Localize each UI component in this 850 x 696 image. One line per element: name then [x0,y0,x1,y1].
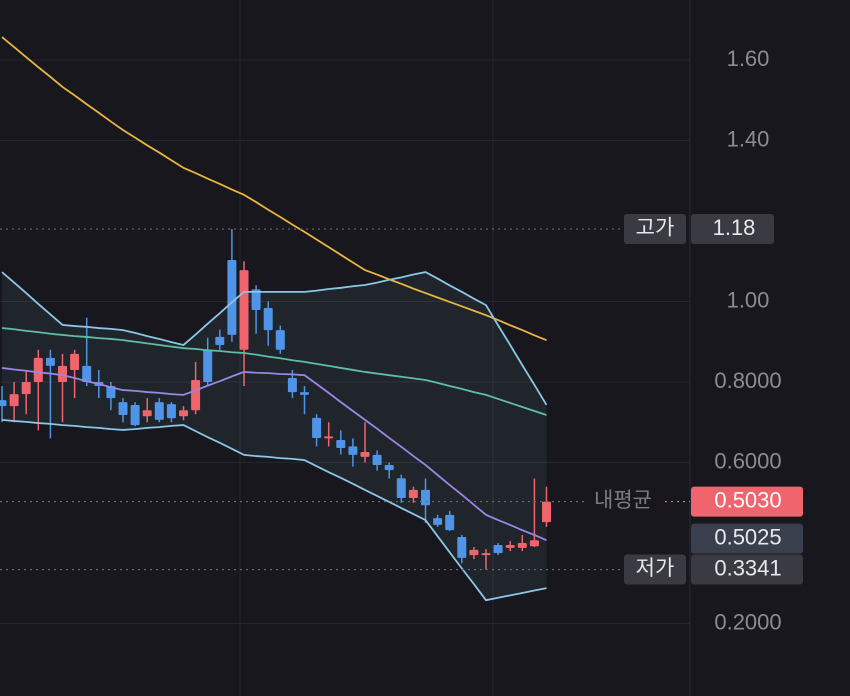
candle-body [300,392,309,395]
last-price-value: 0.5025 [714,524,781,549]
candle-body [408,489,418,498]
candle-body [70,353,80,370]
price-tag-value: 1.18 [713,215,756,240]
y-tick-label: 0.2000 [714,609,781,634]
last-price-tag [691,523,803,554]
candle-body [396,478,406,498]
price-tag-name [624,554,686,585]
candle-body [275,330,285,350]
candle-body [106,386,116,399]
candle-body [360,452,370,457]
candle-body [191,380,201,411]
price-tag [691,486,803,517]
candle-body [203,349,213,383]
price-tag-name-text: 저가 [636,557,675,580]
price-tag [691,214,774,245]
candle-body [0,400,7,407]
candle-body [33,357,43,383]
candle-body [227,260,237,335]
y-tick-label: 1.60 [727,46,770,71]
band-fill [2,272,547,601]
candle-body [481,553,491,556]
indicator-line [1,367,547,542]
candle-body [263,307,273,331]
candle-body [166,404,176,419]
price-tag-name [624,214,686,245]
candle-body [469,549,479,556]
candle-body [529,540,539,547]
price-tag-name-text: 내평균 [594,489,652,512]
candle-body [542,501,551,523]
candle-body [239,270,249,350]
candle-body [9,394,19,407]
indicator-line [1,418,547,602]
candle-body [118,402,128,416]
price-tag-value: 0.5030 [714,487,781,512]
price-tag-name-text: 고가 [636,217,675,240]
indicator-line [1,327,547,416]
candle-body [287,377,297,393]
candle-body [324,436,334,439]
y-tick-label: 0.6000 [714,448,781,473]
candle-body [312,417,322,438]
candle-body [154,402,164,420]
candle-body [336,439,346,449]
candle-body [45,357,55,366]
candle-body [348,446,358,455]
candle-body [82,365,92,383]
price-tag [691,554,803,585]
candle-body [457,536,467,558]
candle-body [179,410,188,417]
candle-body [421,489,430,506]
candle-body [215,336,225,345]
y-tick-label: 1.00 [727,287,770,312]
candle-body [58,365,67,383]
candle-body [130,404,140,426]
y-tick-label: 1.40 [727,126,770,151]
candle-body [505,545,515,548]
candle-body [433,518,443,525]
indicator-line [1,36,547,341]
candle-body [251,289,261,310]
y-tick-label: 0.8000 [714,368,781,393]
candle-body [517,543,527,548]
candle-body [493,545,503,554]
candle-body [445,514,455,531]
indicator-line [1,271,548,406]
candle-body [142,410,152,417]
candle-body [384,464,394,471]
candle-body [372,454,382,465]
candle-body [21,382,31,395]
price-tag-value: 0.3341 [714,555,781,580]
